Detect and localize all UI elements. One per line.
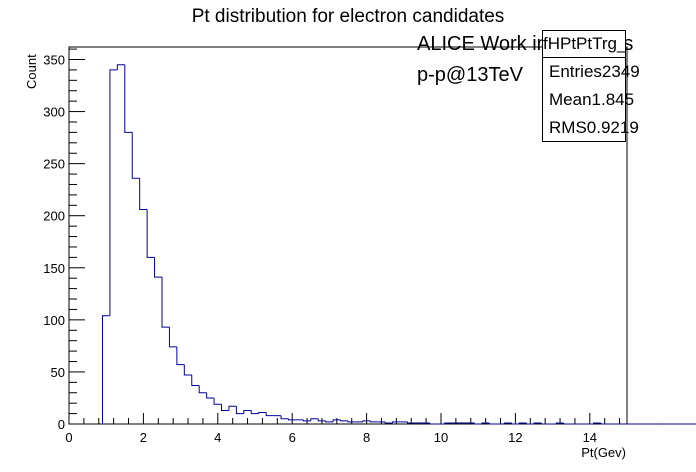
x-tick-label: 0 [65,430,72,445]
histogram-bin [258,412,267,414]
stats-rms-label: RMS [549,118,587,137]
y-tick-label: 300 [43,105,65,120]
x-tick-label: 14 [583,430,597,445]
histogram-bin [109,69,118,316]
x-tick-label: 8 [363,430,370,445]
histogram-bin [533,422,542,424]
x-tick-label: 6 [289,430,296,445]
histogram-bin [392,421,401,423]
histogram-bin [221,404,229,411]
histogram-bin [600,422,609,425]
x-axis-label: Pt(Gev) [581,445,626,460]
stats-entries-value: 2349 [601,62,640,81]
histogram-bin [563,422,572,425]
histogram-bin [407,421,415,424]
histogram-bin [481,422,490,424]
stats-entries-row: Entries 2349 [543,58,640,86]
histogram-bin [332,419,341,422]
x-tick-label: 4 [214,430,221,445]
histogram-bin [488,422,497,425]
y-tick-label: 150 [43,261,65,276]
histogram-bin [265,412,274,417]
histogram-series [101,64,696,425]
histogram-bin [176,346,185,366]
stats-mean-row: Mean 1.845 [543,86,634,114]
y-tick-label: 350 [43,52,65,67]
stats-entries-label: Entries [549,62,602,81]
histogram-bin [540,422,549,425]
histogram-bin [161,277,170,328]
histogram-bin [183,364,192,376]
plot-frame [68,46,628,425]
histogram-bin [101,315,110,424]
histogram-bin [555,422,564,424]
histogram-bin [369,420,378,423]
y-tick-label: 0 [58,417,65,432]
histogram-bin [325,420,334,423]
x-tick-label: 2 [140,430,147,445]
histogram-bin [124,64,133,133]
histogram-bin [340,419,348,422]
x-tick-label: 12 [508,430,522,445]
stats-mean-value: 1.845 [591,90,635,109]
histogram-bin [116,64,125,70]
y-axis-label: Count [24,54,39,89]
histogram-bin [213,397,222,405]
beam-label: p-p@13TeV [417,64,523,86]
stats-histogram-name: fHPtPtTrg_MB [543,31,625,58]
histogram-bin [168,327,177,348]
y-tick-label: 50 [51,365,65,380]
histogram-bin [317,418,326,422]
histogram-bin [473,422,482,425]
histogram-bin [302,419,311,422]
histogram-bin [228,405,237,411]
histogram-bin [191,375,200,386]
axis-ticks [68,48,621,425]
histogram-bin [250,410,259,415]
stats-rms-row: RMS 0.9219 [543,114,639,142]
histogram-bin [310,418,319,421]
histogram-bin [287,418,296,421]
histogram-bin [198,385,207,394]
histogram-bin [503,422,512,424]
histogram-bin [526,422,534,425]
tick-labels: 0 2 4 6 8 10 12 14 0 50 100 150 200 250 300 350 [43,52,597,445]
histogram-bin [131,132,140,179]
y-tick-label: 250 [43,157,65,172]
x-tick-label: 10 [434,430,448,445]
histogram-bin [444,422,453,424]
histogram-bin [206,392,215,399]
histogram-bin [154,257,162,278]
stats-rms-value: 0.9219 [586,118,639,137]
histogram-bin [429,422,438,425]
histogram-bin [146,209,155,258]
histogram-bin [593,422,601,424]
histogram-bin [139,178,148,210]
histogram-bin [518,422,527,424]
chart-title: Pt distribution for electron candidates [191,6,505,27]
histogram-bin [280,415,289,420]
histogram-bin [347,420,356,423]
stats-mean-label: Mean [549,90,592,109]
histogram-bin [362,420,371,422]
y-tick-label: 100 [43,313,65,328]
histogram-bin [511,422,520,425]
histogram-bin [243,409,252,414]
stats-box: fHPtPtTrg_MB Entries 2349 Mean 1.845 RMS… [542,30,640,142]
histogram-bin [384,421,393,424]
y-tick-label: 200 [43,209,65,224]
histogram-bin [235,406,244,415]
